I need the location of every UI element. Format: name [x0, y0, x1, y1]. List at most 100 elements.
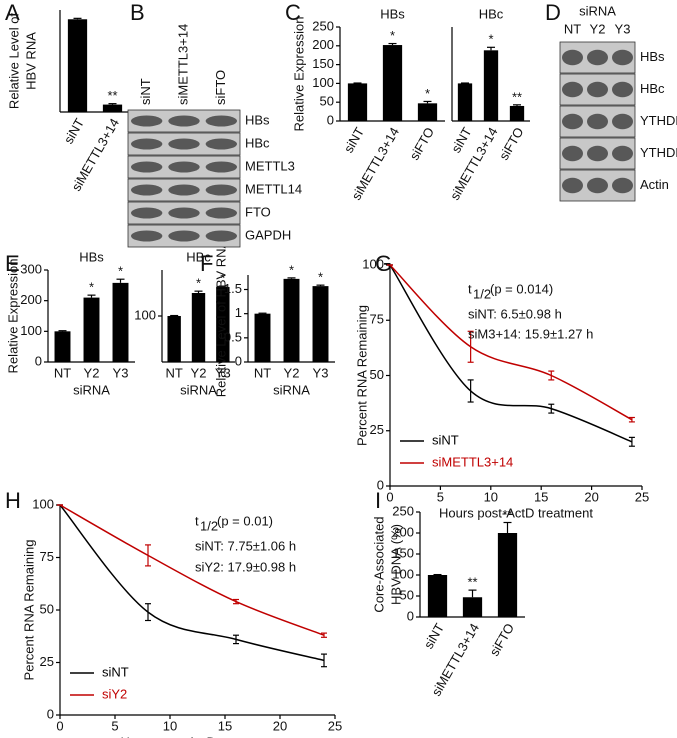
blot-band [612, 177, 633, 194]
y-tick-label: 200 [312, 37, 334, 52]
y-tick-label: 250 [392, 503, 414, 518]
blot-band [562, 145, 583, 162]
band-label: YTHDF3 [640, 145, 677, 160]
y-tick-label: 100 [32, 496, 54, 511]
half-life-symbol: t [195, 513, 199, 528]
y-axis-label: Percent RNA Remaining [21, 540, 36, 681]
x-tick-label: siFTO [407, 125, 438, 163]
bar [283, 278, 300, 362]
panel-letter: C [285, 0, 301, 25]
y-tick-label: 50 [320, 94, 334, 109]
blot-band [587, 49, 608, 66]
significance: * [196, 276, 201, 291]
blot-header: siRNA [579, 3, 616, 18]
blot-band [587, 145, 608, 162]
y-tick-label: 200 [392, 524, 414, 539]
panel-letter: I [375, 488, 381, 513]
significance: ** [107, 88, 117, 103]
bar [83, 297, 100, 362]
bar [312, 286, 329, 362]
x-tick-label: 25 [635, 489, 649, 504]
blot-band [612, 145, 633, 162]
x-tick-label: NT [165, 365, 182, 380]
y-axis-label: Relative Level of HBV RNA [213, 239, 228, 397]
bar [254, 313, 271, 362]
blot-band [205, 115, 238, 127]
bar [102, 104, 123, 112]
y-axis-label: Percent RNA Remaining [354, 305, 369, 446]
x-tick-label: siNT [448, 125, 474, 156]
x-axis-label: siRNA [73, 382, 110, 397]
x-tick-label: 0 [56, 718, 63, 733]
y-tick-label: 0 [35, 353, 42, 368]
y-tick-label: 1 [235, 305, 242, 320]
subplot-title: HBc [186, 249, 211, 264]
x-axis-label: Hours post-ActD treatment [121, 734, 275, 738]
blot-band [130, 115, 163, 127]
blot-band [562, 81, 583, 98]
significance: * [289, 262, 294, 277]
y-tick-label: 25 [40, 654, 54, 669]
y-axis-label: HBV RNA [23, 32, 38, 90]
lane-label: siMETTL3+14 [175, 24, 190, 105]
blot-band [587, 113, 608, 130]
y-tick-label: 100 [134, 307, 156, 322]
y-tick-label: 50 [40, 601, 54, 616]
x-tick-label: 5 [111, 718, 118, 733]
fit-line [59, 504, 325, 636]
band-label: FTO [245, 204, 271, 219]
blot-band [130, 138, 163, 150]
y-tick-label: 100 [20, 323, 42, 338]
lane-label: Y2 [590, 21, 606, 36]
blot-band [168, 230, 200, 242]
blot-band [168, 161, 200, 173]
x-tick-label: siNT [61, 116, 87, 147]
blot-band [205, 138, 238, 150]
y-tick-label: 100 [362, 256, 384, 271]
lane-label: siFTO [213, 70, 228, 105]
y-axis-label: Relative Level of [6, 13, 21, 109]
fit-line [59, 504, 325, 662]
x-tick-label: 15 [534, 489, 548, 504]
band-label: HBs [640, 49, 665, 64]
significance: * [488, 32, 493, 47]
y-tick-label: 0 [377, 477, 384, 492]
bar [417, 103, 438, 121]
band-label: HBc [245, 135, 270, 150]
y-tick-label: 50 [400, 587, 414, 602]
panel-letter: F [200, 251, 213, 276]
x-tick-label: 20 [584, 489, 598, 504]
lane-label: NT [564, 21, 581, 36]
y-tick-label: 250 [312, 18, 334, 33]
y-axis-label: HBV DNA (%) [388, 524, 403, 605]
y-axis-label: Relative Expression [291, 17, 306, 132]
bar [497, 533, 518, 617]
panel-letter: G [375, 251, 392, 276]
x-tick-label: Y3 [313, 365, 329, 380]
band-label: HBc [640, 81, 665, 96]
bar [112, 282, 129, 362]
y-tick-label: 0 [327, 112, 334, 127]
x-tick-label: 10 [163, 718, 177, 733]
x-tick-label: 25 [328, 718, 342, 733]
x-axis-label: Hours post-ActD treatment [439, 505, 593, 520]
blot-band [562, 113, 583, 130]
subplot-title: HBs [380, 6, 405, 21]
y-tick-label: 1.5 [224, 281, 242, 296]
blot-band [130, 161, 163, 173]
blot-band [587, 177, 608, 194]
x-axis-label: siRNA [273, 382, 310, 397]
x-axis-label: siRNA [180, 382, 217, 397]
lane-label: siNT [138, 78, 153, 105]
blot-band [205, 161, 238, 173]
y-tick-label: 150 [392, 545, 414, 560]
x-tick-label: siNT [341, 125, 367, 156]
y-axis-label: Core-Associated [371, 516, 386, 612]
y-tick-label: 75 [370, 312, 384, 327]
blot-band [562, 177, 583, 194]
y-tick-label: 100 [312, 75, 334, 90]
significance: * [220, 271, 225, 286]
half-life-subscript: 1/2 [200, 518, 218, 533]
significance: * [318, 270, 323, 285]
